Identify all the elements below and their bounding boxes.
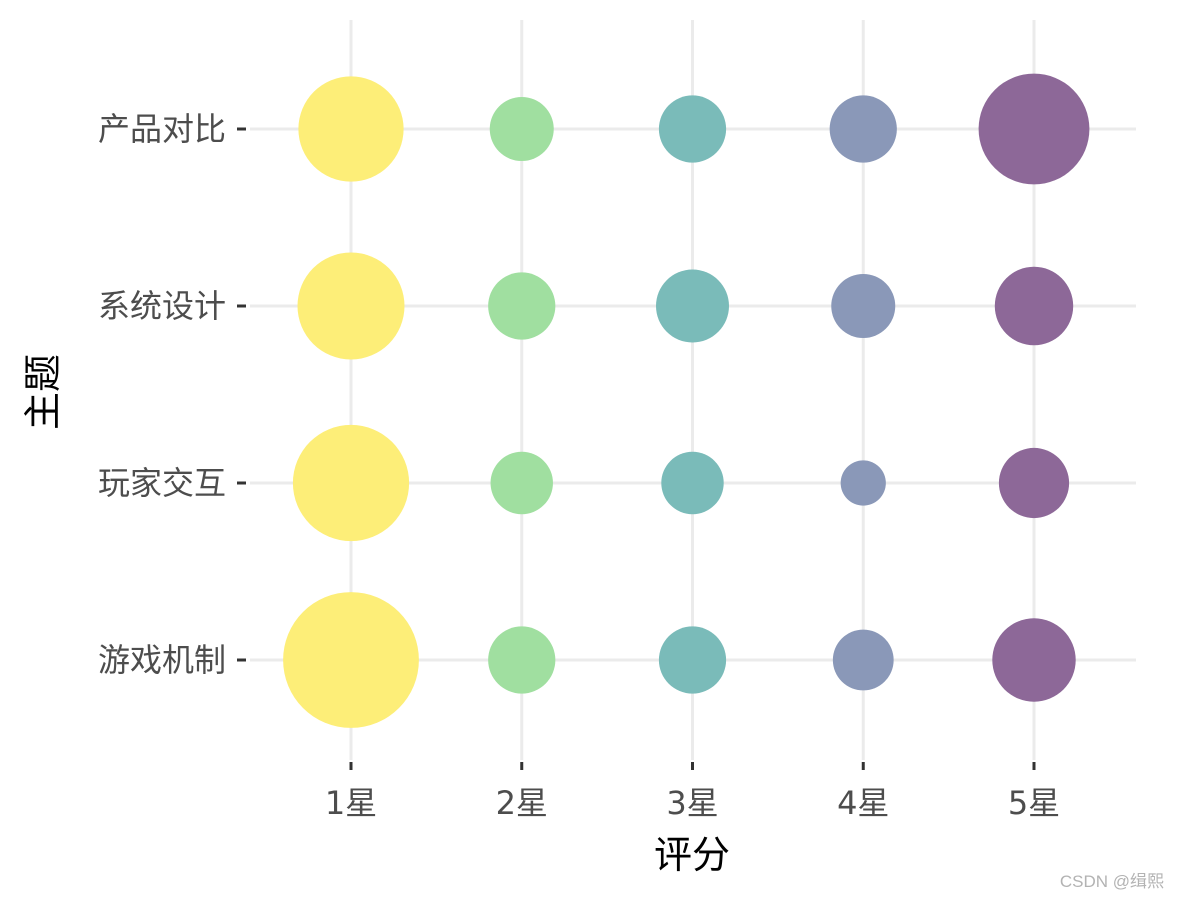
bubble-point	[658, 626, 727, 694]
bubble-point	[658, 95, 727, 163]
bubbles	[283, 73, 1090, 728]
bubble-point	[840, 460, 886, 506]
bubble-point	[992, 618, 1076, 702]
bubble-point	[998, 447, 1070, 519]
bubble-point	[661, 451, 724, 515]
x-tick-label: 2星	[496, 784, 548, 822]
x-tick-label: 4星	[837, 784, 889, 822]
bubble-point	[994, 266, 1074, 346]
x-tick-label: 5星	[1008, 784, 1060, 822]
bubble-point	[298, 76, 404, 182]
axis-ticks	[237, 127, 1036, 770]
y-tick-label: 系统设计	[98, 287, 226, 325]
bubble-point	[829, 95, 897, 163]
bubble-point	[297, 252, 405, 360]
bubble-point	[831, 274, 896, 338]
x-tick-label: 3星	[666, 784, 718, 822]
y-tick-label: 产品对比	[98, 110, 226, 148]
bubble-point	[292, 424, 410, 542]
y-tick-label: 玩家交互	[98, 464, 226, 502]
bubble-point	[488, 626, 556, 694]
y-tick-label: 游戏机制	[98, 641, 226, 679]
tick-labels: 1星 2星 3星 4星 5星 游戏机制 玩家交互 系统设计 产品对比	[98, 110, 1060, 822]
bubble-point	[283, 592, 419, 728]
bubble-point	[656, 269, 729, 343]
y-axis-title: 主题	[21, 354, 65, 430]
x-tick-label: 1星	[325, 784, 377, 822]
bubble-point	[489, 97, 554, 161]
bubble-point	[490, 451, 553, 515]
bubble-point	[488, 272, 556, 340]
watermark: CSDN @缉熙	[1060, 872, 1164, 891]
bubble-point	[832, 629, 894, 691]
x-axis-title: 评分	[654, 833, 730, 877]
bubble-point	[978, 73, 1090, 185]
